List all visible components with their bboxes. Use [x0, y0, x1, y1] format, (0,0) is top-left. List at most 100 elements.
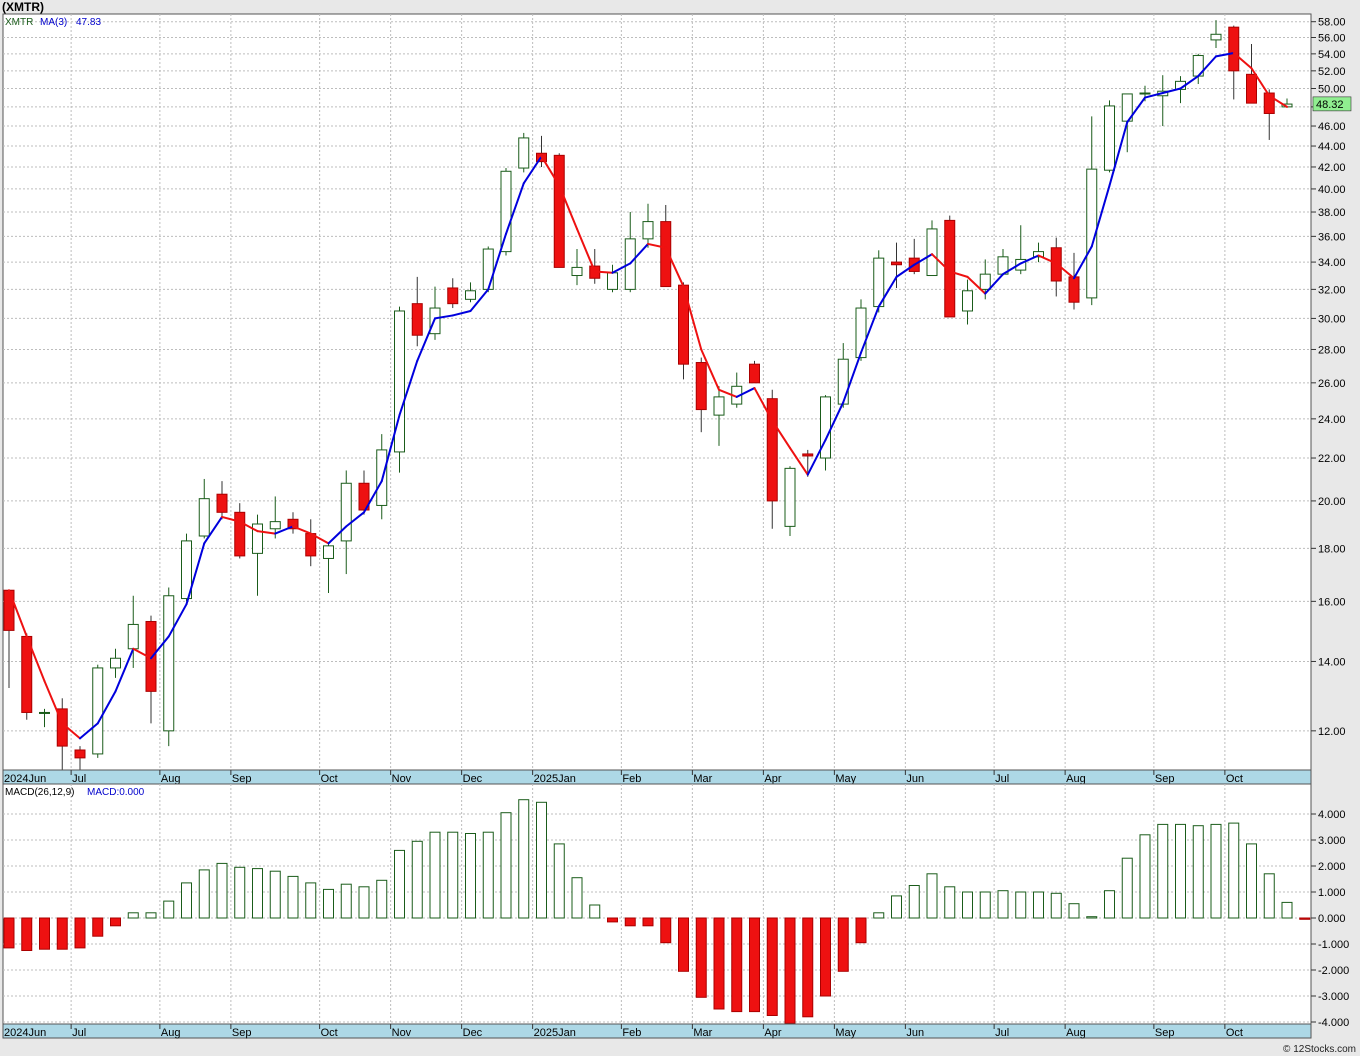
ma-line-segment: [1161, 87, 1182, 95]
ma-line-segment: [771, 419, 791, 449]
x-axis-label: Nov: [392, 773, 412, 785]
x-axis-label: Oct: [321, 1027, 338, 1039]
macd-bar: [198, 869, 210, 919]
x-axis-label: Oct: [321, 773, 338, 785]
x-axis-label: Oct: [1226, 773, 1243, 785]
macd-bar: [1104, 890, 1115, 919]
candle-body: [1246, 73, 1257, 104]
x-axis-label: Sep: [232, 1027, 252, 1039]
price-y-tick-label: 30.00: [1318, 313, 1346, 325]
macd-bar: [1263, 873, 1275, 919]
price-legend-symbol: XMTR: [5, 17, 33, 28]
ma-line-segment: [1073, 245, 1093, 280]
macd-y-tick-label: -4.000: [1318, 1017, 1349, 1029]
macd-legend-label: MACD(26,12,9): [5, 787, 74, 798]
price-y-tick-label: 50.00: [1318, 83, 1346, 95]
ma-line-segment: [860, 305, 880, 354]
price-y-tick-label: 46.00: [1318, 121, 1346, 133]
ma-line-segment: [1037, 254, 1058, 265]
ma-line-segment: [984, 273, 1004, 295]
x-axis-label: 2025Jan: [534, 1027, 576, 1039]
macd-x-axis: 2024Jun Jul Aug Sep Oct Nov Dec 2025Jan Feb Mar Ap…: [4, 1024, 1243, 1039]
ma-line-segment: [114, 647, 135, 693]
x-axis-label: Dec: [463, 1027, 483, 1039]
ma-line-segment: [877, 275, 898, 308]
price-y-tick-label: 16.00: [1318, 596, 1346, 608]
ma-line-segment: [327, 525, 348, 545]
candle-body: [660, 221, 672, 288]
price-y-tick-label: 36.00: [1318, 231, 1346, 243]
macd-bar: [1139, 834, 1151, 919]
macd-bar: [305, 882, 317, 919]
macd-legend-value: MACD:0.000: [87, 787, 145, 798]
ma-line-segment: [1108, 121, 1129, 187]
ma-line-segment: [416, 317, 436, 362]
ma-line-segment: [185, 542, 206, 606]
macd-bar: [323, 888, 334, 919]
ma-line-segment: [238, 520, 259, 533]
ma-line-segment: [895, 263, 916, 278]
candle-body: [979, 273, 991, 290]
ma-line-segment: [576, 227, 596, 273]
candle-body: [447, 287, 459, 305]
macd-bar: [21, 917, 33, 951]
price-y-tick-label: 40.00: [1318, 184, 1346, 196]
candle-body: [1139, 92, 1151, 95]
macd-bar: [1228, 822, 1240, 919]
candle-body: [269, 521, 281, 530]
candle-body: [837, 358, 849, 405]
x-axis-label: Sep: [232, 773, 252, 785]
ma-line-segment: [451, 309, 472, 317]
macd-bar: [518, 799, 530, 919]
macd-bar: [766, 917, 778, 1016]
candle-body: [411, 303, 423, 336]
candle-body: [216, 493, 228, 513]
macd-bar: [1086, 916, 1098, 919]
price-y-tick-label: 38.00: [1318, 207, 1346, 219]
macd-bar: [376, 879, 388, 919]
ma-line-segment: [913, 253, 933, 266]
candle-body: [553, 154, 565, 268]
ma-line-segment: [664, 246, 685, 288]
ma-line-segment: [203, 515, 223, 545]
price-y-tick-label: 26.00: [1318, 378, 1346, 390]
price-y-tick-label: 28.00: [1318, 344, 1346, 356]
ma-line-segment: [558, 184, 578, 230]
x-axis-label: Jul: [72, 1027, 86, 1039]
macd-bar: [358, 886, 370, 919]
macd-bar: [1210, 823, 1222, 919]
macd-bar: [340, 883, 352, 919]
x-axis-label: Apr: [764, 773, 781, 785]
macd-bar: [1299, 917, 1311, 920]
macd-bar: [908, 885, 920, 919]
ma-line-segment: [1002, 262, 1022, 276]
macd-bar: [181, 882, 192, 919]
candle-body: [1033, 251, 1044, 258]
ma-line-segment: [948, 270, 969, 278]
x-axis-label: Mar: [693, 1027, 712, 1039]
macd-bar: [127, 912, 139, 919]
candle-body: [784, 467, 796, 527]
candle-body: [163, 595, 175, 732]
price-legend-ma-label: MA(3): [40, 17, 67, 28]
macd-bar: [1068, 903, 1080, 919]
macd-bar: [731, 917, 743, 1013]
macd-x-axis-bar: [2, 1023, 1312, 1039]
ma-line-segment: [647, 242, 667, 249]
candle-body: [358, 482, 370, 511]
candle-body: [110, 657, 121, 669]
ma-line-segment: [398, 359, 419, 417]
macd-bar: [607, 917, 618, 923]
x-axis-label: Oct: [1226, 1027, 1243, 1039]
macd-bar: [56, 917, 68, 950]
ma-line-segment: [1055, 262, 1075, 280]
ma-line-segment: [629, 242, 649, 265]
candle-body: [713, 396, 725, 416]
macd-bar: [39, 917, 50, 950]
macd-bar: [979, 891, 991, 919]
x-axis-label: Aug: [1066, 1027, 1086, 1039]
chart-title: (XMTR): [2, 0, 44, 14]
candle-body: [1068, 276, 1080, 303]
price-y-tick-label: 32.00: [1318, 284, 1346, 296]
ma-line-segment: [1268, 94, 1288, 108]
